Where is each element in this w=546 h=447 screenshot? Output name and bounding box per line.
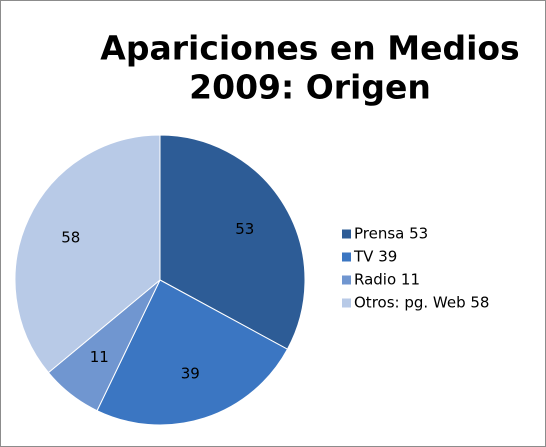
legend-swatch [342,252,351,262]
pie-slice [14,134,161,374]
data-label: 58 [61,229,80,247]
chart-title: 2009: Origen [189,68,431,107]
chart-title: Apariciones en Medios [100,29,519,68]
data-label: 39 [181,364,200,382]
data-label: 11 [90,348,109,366]
legend-label: Otros: pg. Web 58 [354,294,489,312]
pie-slice [159,134,306,350]
legend-swatch [342,229,351,239]
legend-label: Radio 11 [354,271,420,289]
legend-label: TV 39 [353,248,397,266]
legend-label: Prensa 53 [354,225,428,243]
pie-slice [96,279,289,426]
legend-swatch [342,275,351,285]
data-label: 53 [235,220,254,238]
legend-swatch [342,298,351,308]
